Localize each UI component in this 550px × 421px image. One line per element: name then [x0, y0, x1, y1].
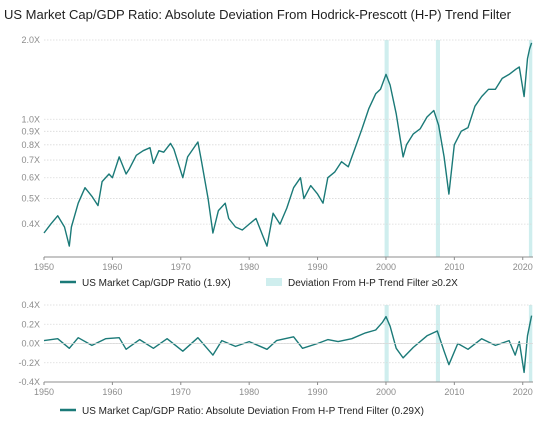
legend-label-band: Deviation From H-P Trend Filter ≥0.2X	[288, 278, 458, 289]
legend-swatch-band	[266, 278, 282, 286]
lower-y-tick-label: 0.0X	[21, 339, 40, 349]
lower-x-tick-label: 2010	[444, 387, 464, 397]
upper-y-tick-label: 1.0X	[21, 114, 40, 124]
lower-y-tick-label: 0.2X	[21, 319, 40, 329]
upper-x-tick-label: 1950	[34, 262, 54, 272]
upper-x-tick-label: 2010	[444, 262, 464, 272]
upper-legend: US Market Cap/GDP Ratio (1.9X) Deviation …	[60, 278, 458, 289]
upper-y-tick-label: 0.5X	[21, 194, 40, 204]
upper-x-tick-label: 2000	[376, 262, 396, 272]
lower-x-tick-label: 1980	[239, 387, 259, 397]
upper-series-line	[43, 42, 533, 247]
upper-y-tick-label: 2.0X	[21, 35, 40, 45]
lower-x-tick-label: 1990	[308, 387, 328, 397]
lower-y-tick-label: 0.4X	[21, 300, 40, 310]
upper-y-tick-label: 0.7X	[21, 155, 40, 165]
lower-series-line	[43, 315, 533, 374]
legend-label-deviation: US Market Cap/GDP Ratio: Absolute Deviat…	[82, 406, 424, 417]
upper-x-tick-label: 2020	[513, 262, 533, 272]
lower-y-tick-label: -0.2X	[18, 358, 40, 368]
legend-label-series: US Market Cap/GDP Ratio (1.9X)	[82, 278, 231, 289]
lower-x-tick-label: 1950	[34, 387, 54, 397]
lower-y-tick-label: -0.4X	[18, 377, 40, 387]
upper-x-tick-label: 1980	[239, 262, 259, 272]
upper-shaded-band	[528, 40, 533, 257]
upper-y-tick-label: 0.9X	[21, 126, 40, 136]
lower-x-tick-label: 1970	[171, 387, 191, 397]
upper-y-tick-label: 0.4X	[21, 219, 40, 229]
upper-y-tick-label: 0.8X	[21, 140, 40, 150]
upper-y-tick-label: 0.6X	[21, 173, 40, 183]
lower-x-tick-label: 1960	[102, 387, 122, 397]
upper-panel: 2.0X 1.0X 0.9X 0.8X 0.7X 0.6X 0.5X 0.4X 1950 1960…	[21, 35, 533, 272]
upper-shaded-band	[384, 40, 389, 257]
lower-x-tick-label: 2020	[513, 387, 533, 397]
upper-shaded-band	[435, 40, 440, 257]
lower-x-tick-label: 2000	[376, 387, 396, 397]
upper-x-tick-label: 1990	[308, 262, 328, 272]
lower-legend: US Market Cap/GDP Ratio: Absolute Deviat…	[60, 406, 424, 417]
upper-x-tick-label: 1960	[102, 262, 122, 272]
upper-x-tick-label: 1970	[171, 262, 191, 272]
chart-title: US Market Cap/GDP Ratio: Absolute Deviat…	[4, 7, 512, 22]
